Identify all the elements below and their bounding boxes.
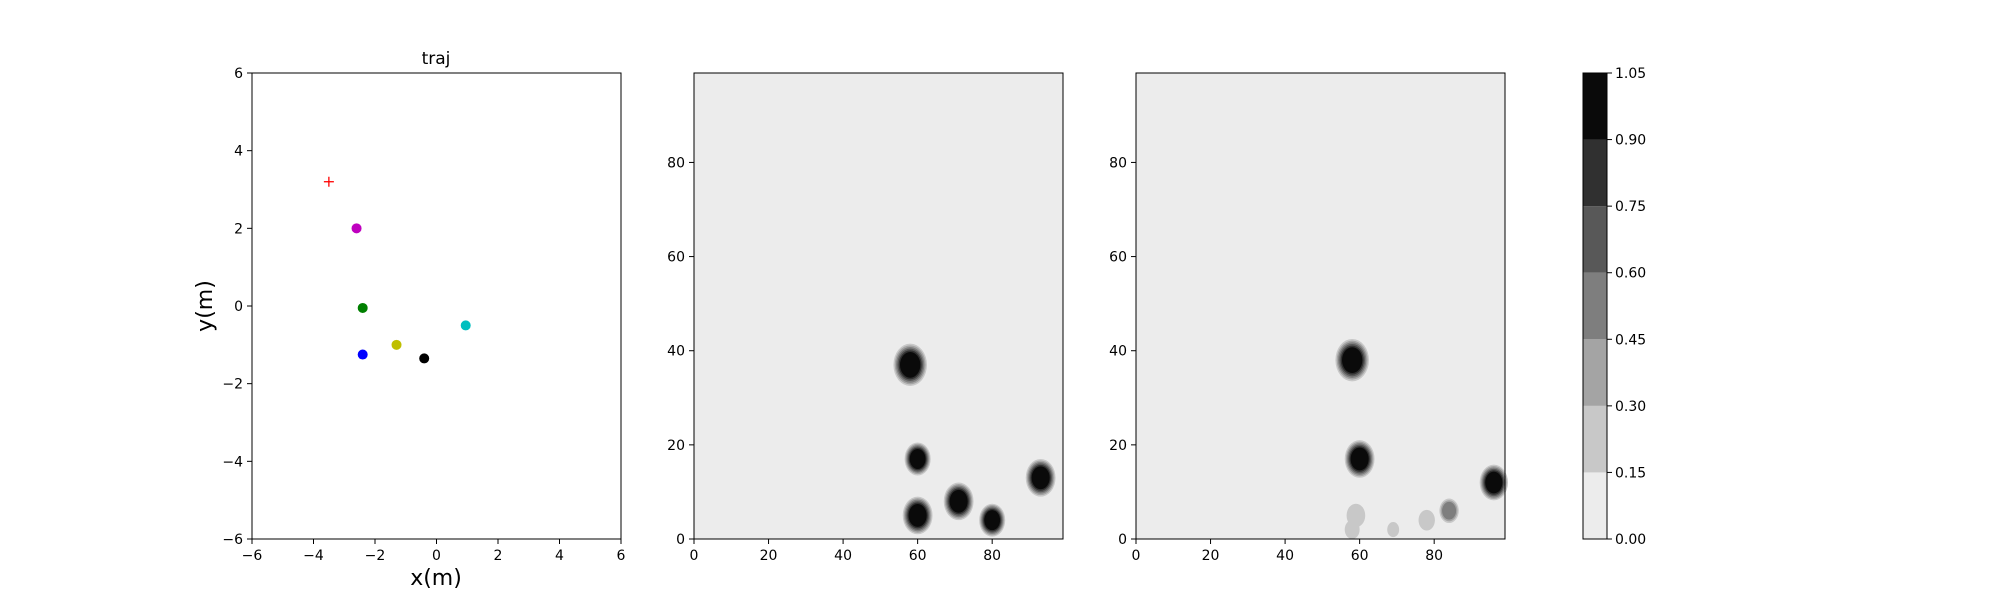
- colorbar-bands: [1583, 73, 1607, 539]
- x-tick-label: 60: [1351, 548, 1369, 564]
- map1-contours: [893, 343, 1056, 537]
- y-tick-label: 6: [234, 66, 243, 82]
- x-tick-label: 0: [432, 548, 441, 564]
- map2-contours: [1335, 338, 1508, 540]
- map1-background: [694, 73, 1063, 539]
- map1-frame: [693, 72, 1064, 540]
- colorbar-tick-label: 1.05: [1615, 66, 1646, 82]
- x-axis-label: x(m): [410, 566, 462, 591]
- colorbar-band: [1583, 405, 1607, 473]
- colorbar-tick-label: 0.60: [1615, 266, 1646, 282]
- colorbar-band: [1583, 339, 1607, 406]
- colorbar-band: [1583, 73, 1607, 140]
- contour-level: [1350, 447, 1369, 471]
- colorbar-tick-label: 0.30: [1615, 399, 1646, 415]
- y-tick-label: 60: [667, 250, 685, 266]
- y-tick-label: 40: [1109, 344, 1127, 360]
- colorbar-ticks: 0.00 0.15 0.30 0.45 0.60 0.75 0.90 1.05: [1607, 66, 1646, 548]
- y-axis-label: y(m): [193, 280, 218, 332]
- contour-level: [908, 504, 927, 527]
- map2-x-ticks: 0 20 40 60 80: [1132, 539, 1443, 564]
- y-tick-label: −4: [222, 454, 243, 470]
- agent-point: [357, 302, 368, 313]
- trajectory-panel: traj x(m) y(m) −6 −4 −2 0 2 4 6 −6 −4 −2 0 2 4 6: [193, 49, 626, 591]
- x-tick-label: 0: [690, 548, 699, 564]
- y-tick-label: 60: [1109, 250, 1127, 266]
- y-tick-label: 80: [667, 155, 685, 171]
- y-tick-label: −2: [222, 377, 243, 393]
- contour-level: [1418, 509, 1435, 531]
- y-tick-label: 0: [676, 532, 685, 548]
- trajectory-x-ticks: −6 −4 −2 0 2 4 6: [242, 539, 626, 564]
- x-tick-label: 40: [834, 548, 852, 564]
- x-tick-label: 0: [1132, 548, 1141, 564]
- trajectory-y-ticks: −6 −4 −2 0 2 4 6: [222, 66, 252, 548]
- trajectory-title: traj: [422, 49, 451, 69]
- colorbar: 0.00 0.15 0.30 0.45 0.60 0.75 0.90 1.05: [1582, 66, 1646, 548]
- x-tick-label: 40: [1276, 548, 1294, 564]
- colorbar-band: [1583, 206, 1607, 273]
- y-tick-label: 20: [1109, 438, 1127, 454]
- trajectory-plot-area: [251, 72, 622, 540]
- x-tick-label: −6: [242, 548, 263, 564]
- x-tick-label: 60: [909, 548, 927, 564]
- agent-point: [460, 320, 471, 331]
- occupancy-map-panel-1: 0 20 40 60 80 0 20 40 60 80: [667, 72, 1064, 564]
- colorbar-tick-label: 0.00: [1615, 532, 1646, 548]
- agent-point: [419, 353, 430, 364]
- agent-point: [357, 349, 368, 360]
- x-tick-label: 20: [1202, 548, 1220, 564]
- colorbar-band: [1583, 272, 1607, 340]
- colorbar-frame: [1582, 72, 1608, 540]
- colorbar-tick-label: 0.90: [1615, 133, 1646, 149]
- x-tick-label: 80: [1425, 548, 1443, 564]
- contour-level: [949, 489, 968, 513]
- colorbar-tick-label: 0.75: [1615, 199, 1646, 215]
- agent-point: [351, 223, 362, 234]
- contour-level: [899, 351, 921, 378]
- x-tick-label: 20: [760, 548, 778, 564]
- contour-level: [1442, 501, 1457, 520]
- map1-y-ticks: 0 20 40 60 80: [667, 155, 694, 548]
- x-tick-label: −4: [303, 548, 324, 564]
- map2-frame: [1135, 72, 1506, 540]
- y-tick-label: 0: [1118, 532, 1127, 548]
- y-tick-label: 20: [667, 438, 685, 454]
- contour-level: [1031, 466, 1050, 490]
- x-tick-label: 80: [983, 548, 1001, 564]
- x-tick-label: −2: [365, 548, 386, 564]
- y-tick-label: 40: [667, 344, 685, 360]
- colorbar-tick-label: 0.15: [1615, 465, 1646, 481]
- colorbar-tick-label: 0.45: [1615, 332, 1646, 348]
- y-tick-label: −6: [222, 532, 243, 548]
- contour-level: [1485, 471, 1503, 494]
- agent-point: [391, 339, 402, 350]
- y-tick-label: 80: [1109, 155, 1127, 171]
- x-tick-label: 4: [555, 548, 564, 564]
- colorbar-band: [1583, 139, 1607, 207]
- trajectory-points: [323, 176, 471, 364]
- contour-level: [984, 510, 1001, 531]
- x-tick-label: 6: [617, 548, 626, 564]
- contour-level: [909, 448, 926, 469]
- map2-y-ticks: 0 20 40 60 80: [1109, 155, 1136, 548]
- contour-level: [1387, 522, 1400, 538]
- occupancy-map-panel-2: 0 20 40 60 80 0 20 40 60 80: [1109, 72, 1508, 564]
- colorbar-band: [1583, 472, 1607, 539]
- y-tick-label: 4: [234, 144, 243, 160]
- y-tick-label: 2: [234, 221, 243, 237]
- x-tick-label: 2: [494, 548, 503, 564]
- contour-level: [1341, 347, 1363, 373]
- map1-x-ticks: 0 20 40 60 80: [690, 539, 1001, 564]
- contour-level: [1344, 520, 1360, 540]
- y-tick-label: 0: [234, 299, 243, 315]
- map2-background: [1136, 73, 1505, 539]
